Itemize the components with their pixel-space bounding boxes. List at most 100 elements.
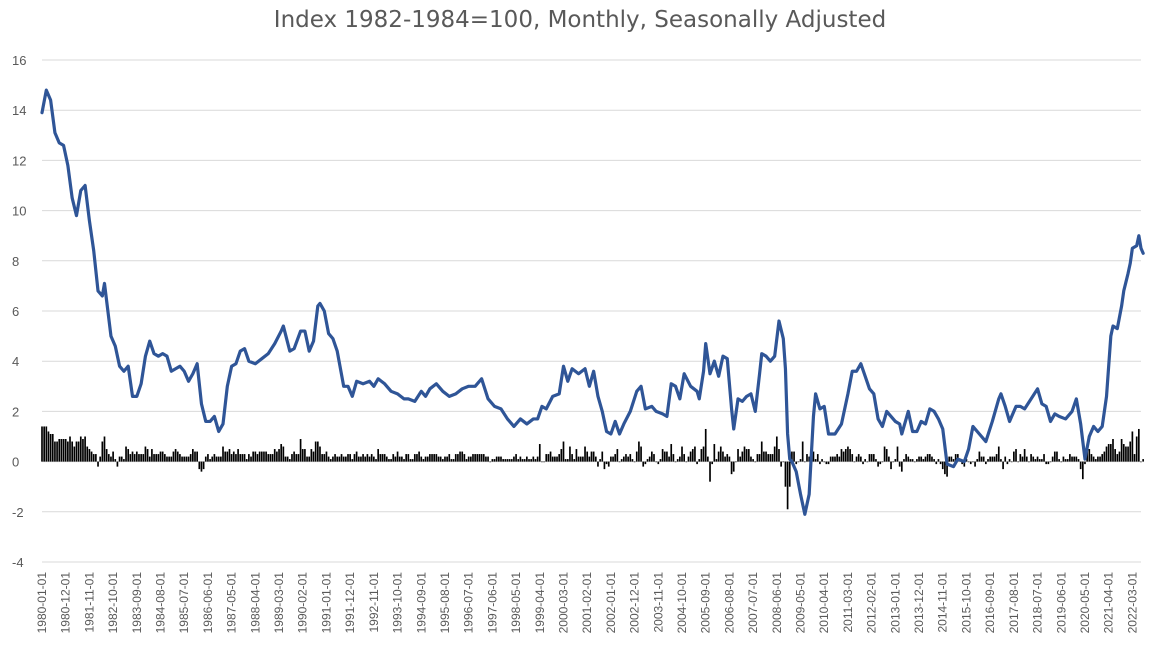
bar bbox=[310, 449, 313, 462]
bar bbox=[530, 459, 532, 462]
bar bbox=[334, 454, 336, 462]
bar bbox=[601, 451, 604, 462]
bar bbox=[43, 426, 45, 462]
bar bbox=[79, 436, 82, 462]
bar bbox=[396, 451, 399, 462]
bar bbox=[1116, 454, 1119, 462]
bar bbox=[239, 454, 242, 462]
bar bbox=[661, 449, 664, 462]
bar bbox=[401, 456, 403, 462]
bar bbox=[519, 456, 522, 462]
bar bbox=[390, 459, 392, 462]
bar bbox=[45, 426, 48, 462]
bar bbox=[60, 439, 63, 462]
bar bbox=[1049, 461, 1052, 463]
bar bbox=[778, 449, 780, 462]
bar bbox=[329, 459, 332, 462]
bar bbox=[357, 456, 360, 462]
bar bbox=[1038, 459, 1041, 462]
bar bbox=[864, 459, 867, 462]
bar bbox=[674, 461, 677, 463]
bar bbox=[722, 451, 724, 462]
bar bbox=[327, 456, 330, 462]
bar bbox=[687, 456, 690, 462]
bar bbox=[133, 454, 136, 462]
bar bbox=[129, 454, 132, 462]
bar bbox=[200, 461, 203, 472]
bar bbox=[1069, 454, 1071, 462]
bar bbox=[793, 451, 795, 462]
bar bbox=[487, 456, 489, 462]
bar bbox=[385, 456, 388, 462]
bar bbox=[816, 454, 819, 462]
bar bbox=[769, 454, 772, 462]
bar bbox=[185, 456, 188, 462]
bar bbox=[336, 456, 339, 462]
bar bbox=[131, 451, 134, 462]
bar bbox=[1010, 461, 1013, 463]
bar bbox=[1062, 456, 1065, 462]
bar bbox=[616, 449, 619, 462]
bar bbox=[799, 459, 802, 462]
bar bbox=[110, 456, 112, 462]
bar bbox=[653, 454, 655, 462]
bar bbox=[1053, 451, 1056, 462]
bar bbox=[416, 454, 418, 462]
bar bbox=[1133, 454, 1136, 462]
bar bbox=[622, 456, 625, 462]
bar bbox=[269, 454, 272, 462]
bar bbox=[75, 441, 78, 462]
bar bbox=[666, 451, 668, 462]
x-tick-label: 2013-12-01 bbox=[912, 572, 926, 634]
bar bbox=[1030, 454, 1032, 462]
bar bbox=[321, 454, 323, 462]
bar bbox=[338, 456, 341, 462]
bar bbox=[931, 456, 933, 462]
x-tick-label: 1991-12-01 bbox=[343, 572, 357, 634]
bar bbox=[719, 446, 722, 462]
bar bbox=[566, 459, 569, 462]
bar bbox=[689, 451, 692, 462]
bar bbox=[569, 446, 571, 462]
bar bbox=[1079, 461, 1082, 470]
x-tick-label: 2012-02-01 bbox=[865, 572, 879, 634]
bar bbox=[594, 456, 597, 462]
bar bbox=[554, 456, 556, 462]
bar bbox=[198, 461, 201, 470]
bar bbox=[349, 454, 351, 462]
bar bbox=[840, 449, 843, 462]
bar bbox=[192, 449, 194, 462]
bar bbox=[1051, 456, 1054, 462]
bar bbox=[950, 456, 953, 462]
bar bbox=[495, 456, 498, 462]
bar bbox=[271, 454, 274, 462]
bar bbox=[564, 459, 567, 462]
bar bbox=[297, 454, 300, 462]
bar bbox=[166, 456, 168, 462]
bar bbox=[909, 459, 912, 462]
bar bbox=[41, 426, 43, 462]
bar bbox=[881, 461, 884, 463]
bar bbox=[1081, 461, 1084, 480]
bar bbox=[248, 454, 250, 462]
bar bbox=[549, 451, 552, 462]
bar bbox=[405, 454, 408, 462]
bar bbox=[868, 454, 871, 462]
bar bbox=[745, 449, 748, 462]
bar bbox=[870, 454, 873, 462]
bar bbox=[573, 459, 576, 462]
y-tick-label: 4 bbox=[12, 354, 19, 369]
bar bbox=[426, 456, 429, 462]
bar bbox=[454, 454, 457, 462]
bar bbox=[243, 454, 246, 462]
bar bbox=[771, 454, 774, 462]
x-tick-label: 2001-02-01 bbox=[580, 572, 594, 634]
bar bbox=[888, 456, 890, 462]
bar bbox=[140, 454, 142, 462]
bar bbox=[739, 456, 742, 462]
bar bbox=[735, 461, 737, 463]
bar bbox=[819, 461, 821, 465]
bar bbox=[1025, 456, 1028, 462]
bar bbox=[510, 459, 513, 462]
bar bbox=[907, 456, 910, 462]
